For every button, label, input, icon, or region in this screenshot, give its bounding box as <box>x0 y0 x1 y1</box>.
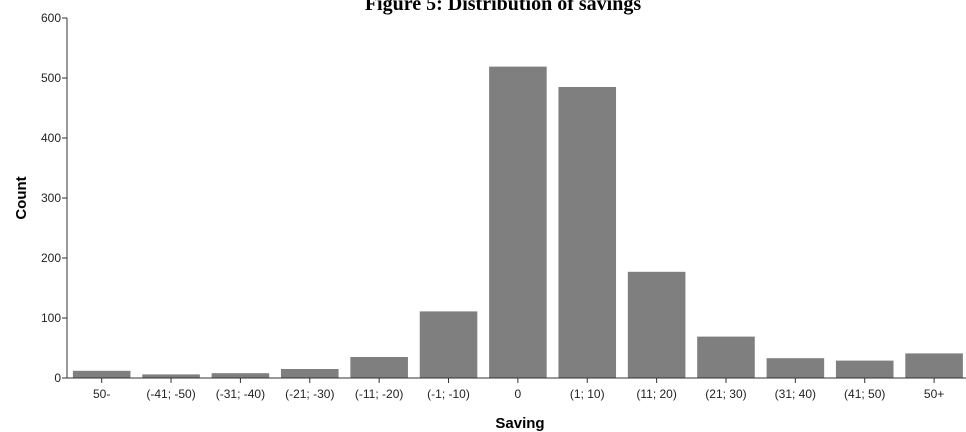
bar <box>905 353 963 378</box>
y-tick-label: 200 <box>41 251 61 265</box>
x-axis-ticks: 50- (-41; -50) (-31; -40) (-21; -30) (-11; -… <box>93 378 944 401</box>
x-tick-label: (21; 30) <box>705 387 746 401</box>
bars-group <box>72 66 963 378</box>
x-axis-label: Saving <box>495 415 544 432</box>
y-axis-ticks: 0 100 200 300 400 500 600 <box>41 11 67 385</box>
y-tick-label: 100 <box>41 311 61 325</box>
x-tick-label: (-21; -30) <box>285 387 334 401</box>
bar <box>627 271 686 378</box>
x-tick-label: (41; 50) <box>844 387 885 401</box>
bar <box>72 370 131 378</box>
bar <box>350 357 408 378</box>
y-tick-label: 600 <box>41 11 61 25</box>
x-tick-label: (-41; -50) <box>146 387 195 401</box>
bar <box>142 374 200 378</box>
bar <box>766 358 825 378</box>
x-tick-label: (31; 40) <box>775 387 816 401</box>
x-tick-label: (1; 10) <box>570 387 605 401</box>
chart-title: Figure 5: Distribution of savings <box>365 0 642 15</box>
x-tick-label: (11; 20) <box>636 387 676 401</box>
bar <box>558 87 617 378</box>
y-tick-label: 400 <box>41 131 61 145</box>
y-tick-label: 0 <box>54 371 61 385</box>
bar <box>211 373 270 378</box>
bar <box>419 311 478 378</box>
x-tick-label: 50- <box>93 387 110 401</box>
x-tick-label: 0 <box>515 387 522 401</box>
y-axis-label: Count <box>13 176 30 219</box>
y-tick-label: 500 <box>41 71 61 85</box>
x-tick-label: (-31; -40) <box>216 387 265 401</box>
x-tick-label: (-11; -20) <box>355 387 403 401</box>
y-tick-label: 300 <box>41 191 61 205</box>
bar <box>697 336 755 378</box>
bar <box>280 369 339 378</box>
bar <box>489 66 547 378</box>
bar <box>835 360 894 378</box>
x-tick-label: 50+ <box>924 387 944 401</box>
x-tick-label: (-1; -10) <box>427 387 470 401</box>
